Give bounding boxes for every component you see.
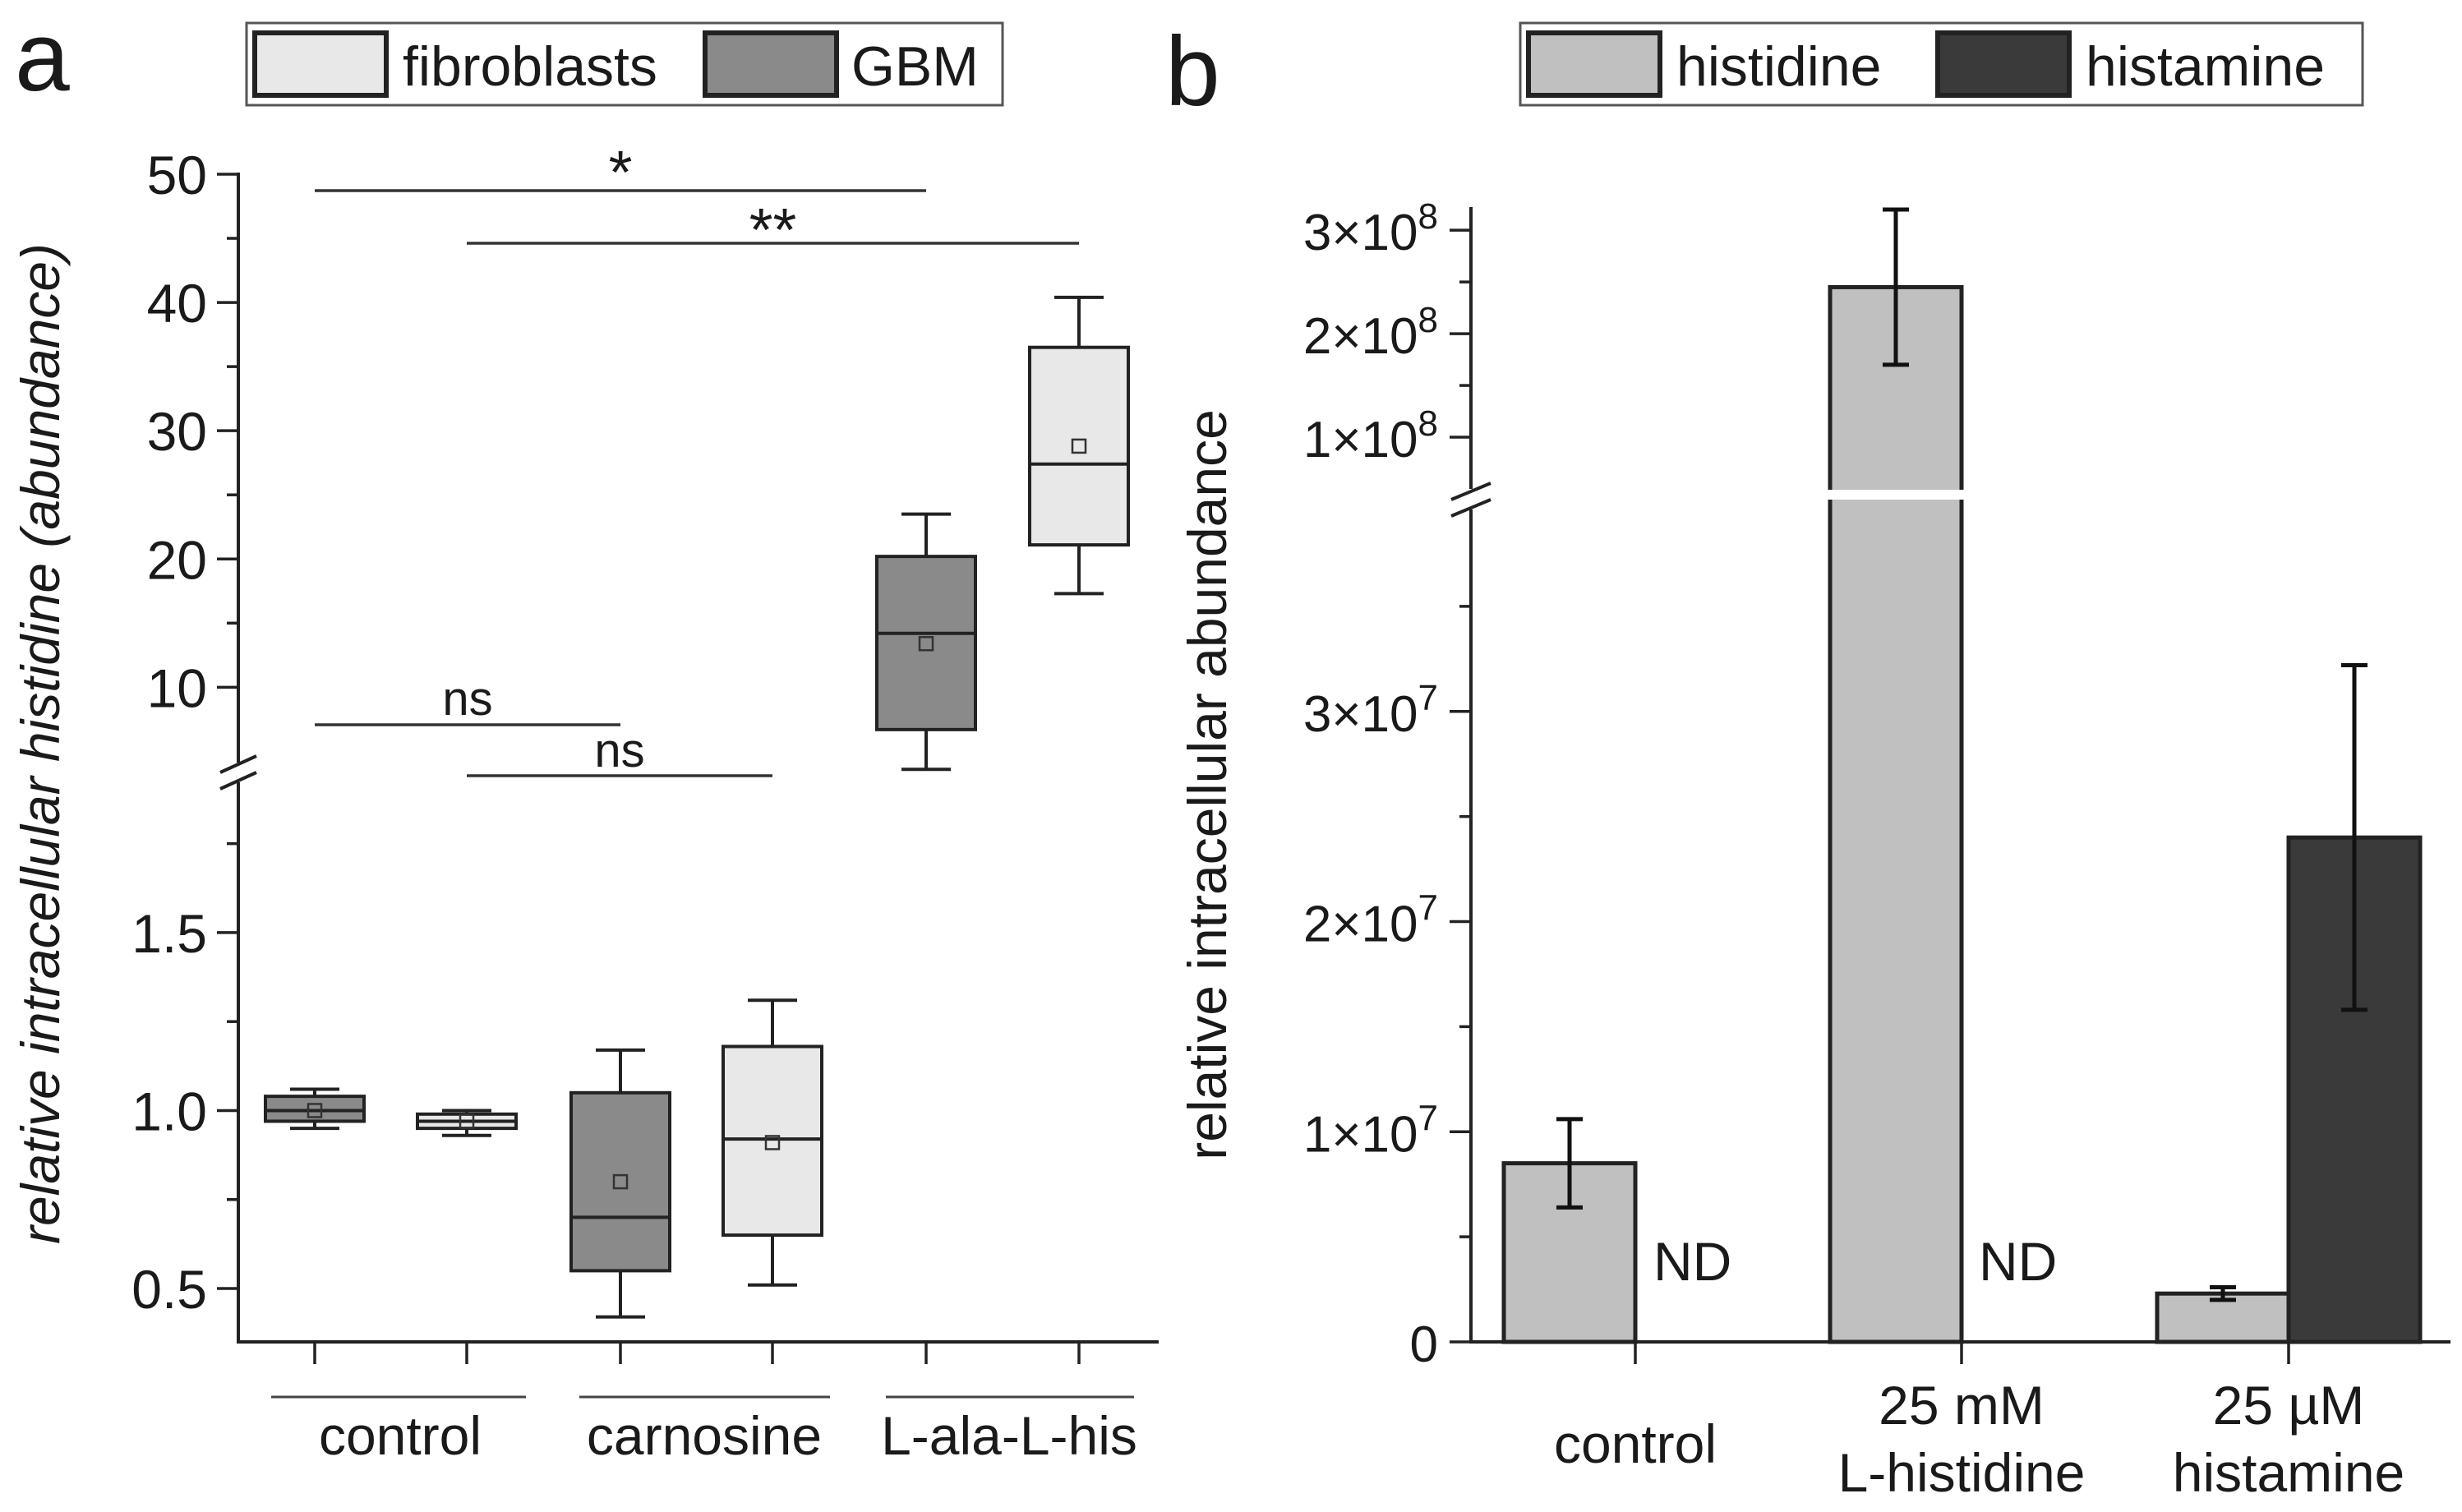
axis-break-mark-b1	[1450, 482, 1491, 501]
y-tick-label-a-upper: 20	[147, 529, 207, 590]
group-label-carnosine: carnosine	[587, 1405, 822, 1466]
y-ticks-b: 0 1×107 2×107 3×107 1×108 2×108 3×108	[1303, 196, 1471, 1373]
chart-b: histidine histamine 0 1×107 2×107 3×107 1×10…	[1177, 21, 2450, 1503]
box-mean-marker	[1071, 438, 1087, 454]
legend-b-swatch-histamine	[1935, 30, 2072, 98]
y-tick-label-a-upper: 10	[147, 657, 207, 718]
category-label-25mm: 25 mM	[1879, 1375, 2045, 1436]
y-tick-label-b-lower: 0	[1410, 1316, 1438, 1373]
y-ticks-a: 0.5 1.0 1.5 10 20 30 40 50	[131, 145, 238, 1320]
axis-break-mark-b2	[1450, 498, 1491, 518]
boxes-a	[264, 295, 1130, 1319]
y-tick-label-a-upper: 40	[147, 273, 207, 334]
category-label-25um: 25 µM	[2213, 1375, 2365, 1436]
panel-label-a: a	[15, 2, 70, 112]
y-tick-label-a-lower: 1.5	[131, 903, 207, 964]
legend-a-label-gbm: GBM	[851, 35, 979, 98]
legend-a: fibroblasts GBM	[245, 21, 1004, 107]
annotation-nd-control: ND	[1653, 1231, 1731, 1292]
x-ticks-b	[1634, 1342, 2290, 1364]
y-tick-label-b-lower: 1×107	[1303, 1098, 1438, 1163]
annotation-nd-l-histidine: ND	[1979, 1231, 2057, 1292]
category-labels-b: control 25 mM L-histidine 25 µM histamin…	[1554, 1375, 2404, 1503]
y-tick-label-b-lower: 2×107	[1303, 888, 1438, 953]
y-tick-label-b-upper: 1×108	[1303, 403, 1438, 468]
legend-a-swatch-fibroblasts	[252, 30, 389, 98]
box-mean-marker	[307, 1103, 323, 1118]
y-tick-label-a-upper: 50	[147, 145, 207, 205]
axis-break-mark-a1	[219, 754, 257, 774]
group-labels-a: control carnosine L-ala-L-his	[271, 1395, 1137, 1466]
box-iqr-fibroblasts	[722, 1044, 823, 1238]
legend-b-label-histamine: histamine	[2086, 35, 2325, 98]
box-iqr-gbm	[875, 555, 977, 731]
legend-a-swatch-gbm	[703, 30, 839, 98]
box-iqr-fibroblasts	[1028, 345, 1130, 547]
legend-b-label-histidine: histidine	[1676, 35, 1882, 98]
category-label-control: control	[1554, 1413, 1717, 1474]
y-axis-label-b: relative intracellular abundance	[1177, 409, 1238, 1160]
panel-label-b: b	[1165, 16, 1220, 127]
axis-break-mark-a2	[219, 771, 257, 791]
category-label-histamine: histamine	[2173, 1442, 2404, 1503]
category-label-l-histidine: L-histidine	[1838, 1442, 2086, 1503]
bars-b	[1501, 207, 2423, 1344]
legend-b: histidine histamine	[1519, 21, 2364, 107]
legend-a-label-fibroblasts: fibroblasts	[403, 35, 657, 98]
significance-label: ns	[594, 724, 644, 777]
y-tick-label-a-lower: 0.5	[131, 1259, 207, 1320]
chart-a: fibroblasts GBM 0.5 1.0 1.5 10 20 30 40 50 rela…	[10, 21, 1159, 1466]
significance-label: ns	[442, 672, 492, 726]
group-label-control: control	[319, 1405, 482, 1466]
y-tick-label-b-lower: 3×107	[1303, 678, 1438, 743]
y-tick-label-a-upper: 30	[147, 401, 207, 462]
bar-histidine	[1828, 284, 1964, 1344]
box-mean-marker	[918, 636, 934, 652]
box-iqr-gbm	[569, 1090, 671, 1273]
legend-b-swatch-histidine	[1526, 30, 1662, 98]
significance-label: **	[749, 196, 797, 264]
y-tick-label-b-upper: 3×108	[1303, 196, 1438, 261]
box-mean-marker	[612, 1173, 629, 1190]
y-tick-label-a-lower: 1.0	[131, 1081, 207, 1141]
y-tick-label-b-upper: 2×108	[1303, 300, 1438, 365]
bar-histamine	[2286, 835, 2423, 1344]
box-mean-marker	[459, 1113, 475, 1129]
significance-label: *	[609, 138, 633, 206]
box-mean-marker	[764, 1135, 781, 1150]
group-label-l-ala-l-his: L-ala-L-his	[881, 1405, 1137, 1466]
x-ticks-a	[313, 1342, 1081, 1364]
bar-break-gap	[1827, 490, 1965, 500]
y-axis-label-a: relative intracellular histidine (abunda…	[10, 243, 71, 1244]
